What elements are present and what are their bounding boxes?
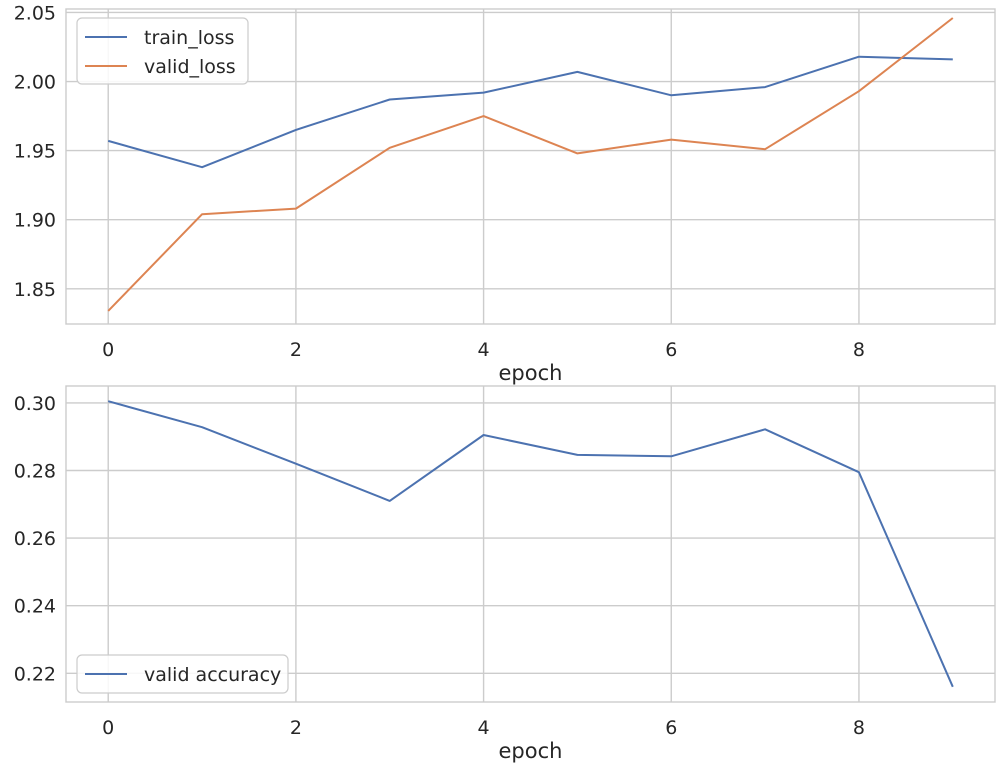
legend: train_loss valid_loss: [76, 17, 249, 85]
y-tick-label: 1.95: [14, 141, 56, 163]
series-line-train-loss: [107, 55, 953, 169]
x-tick-label: 6: [665, 339, 677, 361]
x-tick-label: 8: [853, 717, 865, 739]
y-tick-label: 0.30: [14, 393, 56, 415]
series-line-valid-accuracy: [107, 400, 954, 688]
y-tick-label: 2.00: [14, 72, 56, 94]
legend-entry-label: train_loss: [144, 27, 234, 49]
axes-frame: [65, 8, 996, 325]
axes-frame: [65, 385, 996, 703]
x-tick-label: 0: [102, 717, 114, 739]
x-tick-label: 0: [102, 339, 114, 361]
y-tick-label: 0.26: [14, 528, 56, 550]
x-tick-label: 8: [853, 339, 865, 361]
x-tick-label: 2: [290, 339, 302, 361]
x-axis-label: epoch: [499, 361, 563, 385]
legend: valid accuracy: [76, 654, 289, 694]
legend-box: [76, 17, 249, 85]
legend-entry-label: valid accuracy: [144, 664, 281, 686]
chart-panel-2: 0 2 4 6 8 0.22 0.24 0.26 0.28 0.30 epoch valid accu…: [14, 385, 996, 763]
legend-entry-label: valid_loss: [144, 56, 236, 78]
y-tick-label: 0.22: [14, 663, 56, 685]
y-tick-label: 1.90: [14, 210, 56, 232]
x-tick-label: 6: [665, 717, 677, 739]
x-tick-label: 4: [478, 717, 490, 739]
y-tick-label: 0.24: [14, 596, 56, 618]
y-tick-label: 0.28: [14, 460, 56, 482]
y-tick-label: 1.85: [14, 279, 56, 301]
chart-panel-1: 0 2 4 6 8 1.85 1.90 1.95 2.00 2.05 epoch train_loss…: [14, 2, 996, 385]
legend-box: [76, 654, 289, 694]
x-axis-label: epoch: [499, 739, 563, 763]
x-tick-label: 4: [478, 339, 490, 361]
y-tick-label: 2.05: [14, 2, 56, 24]
x-tick-label: 2: [290, 717, 302, 739]
series-line-valid-loss: [107, 17, 954, 312]
